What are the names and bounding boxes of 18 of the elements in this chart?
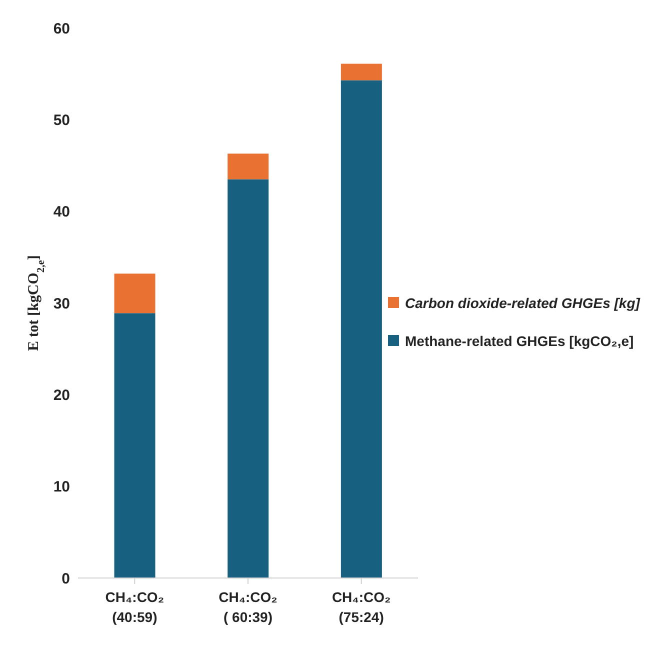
x-tick-label: CH₄:CO₂ (40:59) [105,589,164,625]
y-tick-label: 60 [53,20,70,38]
y-tick-label: 20 [53,386,70,404]
bar [228,154,269,180]
bar [228,179,269,578]
bar [114,274,156,314]
x-tick-label: CH₄:CO₂ ( 60:39) [218,589,278,625]
y-tick-label: 50 [53,112,70,129]
legend-label: Methane-related GHGEs [kgCO₂,e] [405,332,634,351]
x-tick-label: CH₄:CO₂ (75:24) [332,589,391,625]
bar [114,313,156,578]
y-tick-label: 30 [53,295,70,312]
y-tick-label: 40 [53,204,70,221]
y-tick-label: 0 [62,570,70,588]
y-tick-label: 10 [53,478,70,496]
bar [340,64,382,80]
legend-label: Carbon dioxide-related GHGEs [kg] [405,294,640,313]
bar [340,80,382,578]
